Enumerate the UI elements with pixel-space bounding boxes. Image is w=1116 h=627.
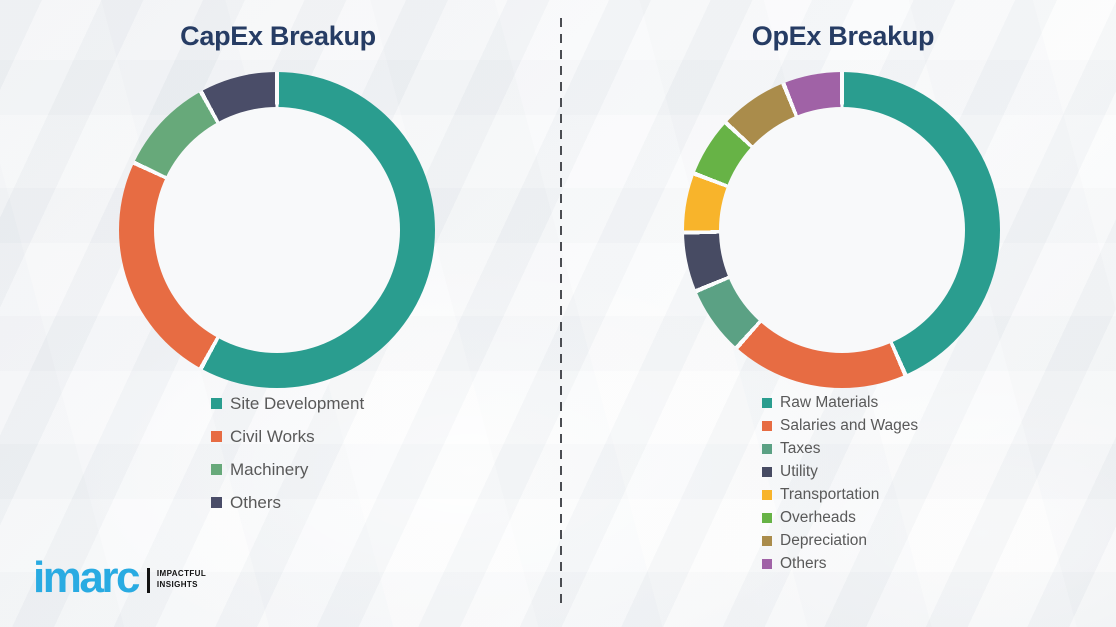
divider-dashed-line <box>560 18 562 605</box>
legend-color-marker <box>762 489 772 500</box>
imarc-logo: imarc IMPACTFUL INSIGHTS <box>33 556 206 600</box>
legend-item: Transportation <box>762 483 918 506</box>
legend-color-marker <box>211 398 222 409</box>
legend-color-marker <box>211 497 222 508</box>
legend-item: Depreciation <box>762 529 918 552</box>
logo-tagline: IMPACTFUL INSIGHTS <box>157 569 206 591</box>
legend-label: Others <box>230 492 282 512</box>
legend-label: Raw Materials <box>780 393 879 411</box>
legend-color-marker <box>211 431 222 442</box>
legend-color-marker <box>762 420 772 431</box>
legend-item: Civil Works <box>211 420 364 453</box>
capex-legend: Site Development Civil Works Machinery Othe… <box>211 387 364 519</box>
capex-chart-title: CapEx Breakup <box>180 21 376 51</box>
legend-label: Overheads <box>780 508 856 526</box>
opex-legend: Raw Materials Salaries and Wages Taxes Util… <box>762 391 918 575</box>
legend-color-marker <box>762 512 772 523</box>
legend-label: Salaries and Wages <box>780 416 919 434</box>
imarc-logo-wordmark: imarc <box>33 553 140 602</box>
legend-item: Salaries and Wages <box>762 414 918 437</box>
legend-item: Overheads <box>762 506 918 529</box>
legend-color-marker <box>762 558 772 569</box>
legend-color-marker <box>762 466 772 477</box>
legend-item: Raw Materials <box>762 391 918 414</box>
legend-color-marker <box>762 397 772 408</box>
legend-label: Transportation <box>780 485 880 503</box>
opex-donut-hole <box>719 107 965 353</box>
opex-chart-title: OpEx Breakup <box>751 21 935 51</box>
legend-label: Civil Works <box>230 426 315 446</box>
legend-color-marker <box>762 535 772 546</box>
legend-item: Others <box>211 486 364 519</box>
legend-item: Machinery <box>211 453 364 486</box>
legend-label: Others <box>780 554 827 572</box>
logo-tagline-line1: IMPACTFUL <box>156 569 207 579</box>
capex-donut-hole <box>154 107 400 353</box>
legend-item: Site Development <box>211 387 364 420</box>
legend-color-marker <box>211 464 222 475</box>
legend-label: Utility <box>780 462 818 480</box>
legend-item: Taxes <box>762 437 918 460</box>
capex-donut-chart <box>119 72 435 388</box>
logo-tagline-line2: INSIGHTS <box>156 580 198 589</box>
legend-label: Site Development <box>230 393 365 413</box>
opex-donut-chart <box>684 72 1000 388</box>
legend-item: Utility <box>762 460 918 483</box>
logo-divider-bar <box>146 567 150 593</box>
legend-item: Others <box>762 552 918 575</box>
legend-label: Taxes <box>780 439 821 457</box>
legend-label: Depreciation <box>780 531 868 549</box>
legend-color-marker <box>762 443 772 454</box>
legend-label: Machinery <box>230 459 309 479</box>
